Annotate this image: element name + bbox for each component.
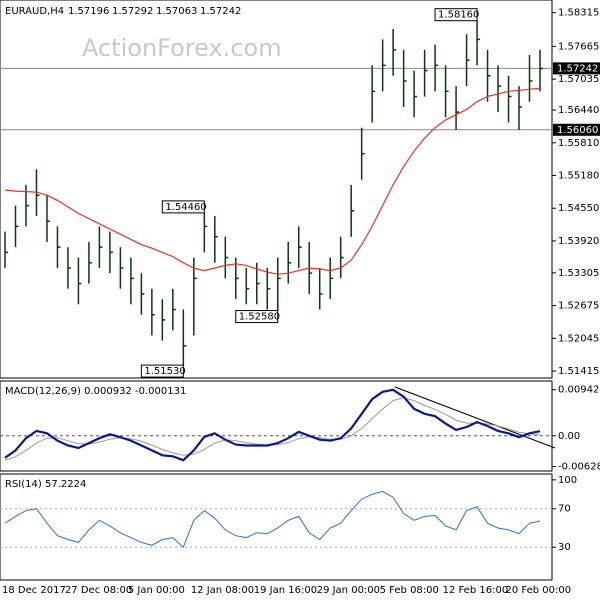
trend-line (394, 386, 556, 449)
x-tick-label: 12 Jan 08:00 (191, 585, 254, 596)
y-tick-label: 1.57665 (558, 41, 599, 52)
macd-panel (0, 380, 553, 472)
annotation-label: 1.52580 (239, 312, 280, 323)
y-tick-label: 1.52045 (558, 333, 599, 344)
y-tick-label: 70 (558, 504, 571, 515)
price-tag-label: 1.56060 (557, 125, 598, 136)
annotation-box (161, 200, 205, 214)
annotation-label: 1.58160 (438, 10, 479, 21)
y-tick-label: 100 (558, 475, 577, 486)
x-tick-label: 12 Feb 16:00 (443, 585, 509, 596)
annotation-box (140, 364, 184, 378)
rsi-panel (0, 473, 553, 581)
x-tick-label: 18 Dec 2017 (2, 585, 66, 596)
annotation-label: 1.51530 (144, 366, 185, 377)
y-tick-label: 1.56440 (558, 105, 599, 116)
rsi-title: RSI(14) 57.2224 (5, 479, 86, 490)
y-tick-label: 1.52675 (558, 301, 599, 312)
x-tick-label: 5 Feb 08:00 (380, 585, 439, 596)
price-tag-label: 1.57242 (557, 63, 598, 74)
y-tick-label: 0.00 (558, 431, 580, 442)
macd-title: MACD(12,26,9) 0.000932 -0.000131 (5, 386, 186, 397)
y-tick-label: 0.009423 (558, 385, 600, 396)
y-tick-label: 1.53920 (558, 236, 599, 247)
annotation-label: 1.54460 (165, 202, 206, 213)
main-panel (0, 0, 553, 379)
moving-average (4, 87, 541, 275)
ohlc-close: 1.57242 (200, 6, 241, 17)
y-tick-label: 1.51415 (558, 366, 599, 377)
watermark: ActionForex.com (82, 34, 282, 62)
ohlc-high: 1.57292 (112, 6, 153, 17)
ohlc-open: 1.57196 (68, 6, 109, 17)
x-tick-label: 19 Jan 16:00 (254, 585, 317, 596)
y-tick-label: 1.54550 (558, 203, 599, 214)
y-tick-label: 30 (558, 542, 571, 553)
y-tick-label: 1.55810 (558, 138, 599, 149)
rsi-line (4, 490, 541, 549)
y-tick-label: 1.55180 (558, 170, 599, 181)
price-tag (553, 62, 600, 75)
x-tick-label: 5 Jan 00:00 (128, 585, 185, 596)
chart-title: EURAUD,H4 (5, 6, 64, 17)
y-tick-label: 1.58315 (558, 8, 599, 19)
annotation-box (434, 8, 478, 22)
x-tick-label: 27 Dec 08:00 (65, 585, 132, 596)
macd-line (4, 388, 541, 462)
price-tag (553, 123, 600, 136)
y-tick-label: -0.006286 (558, 461, 600, 472)
x-tick-label: 29 Jan 00:00 (317, 585, 380, 596)
ohlc-low: 1.57063 (156, 6, 197, 17)
y-tick-label: 1.53305 (558, 268, 599, 279)
x-tick-label: 20 Feb 00:00 (506, 585, 572, 596)
annotation-box (235, 310, 279, 324)
y-tick-label: 1.57035 (558, 74, 599, 85)
